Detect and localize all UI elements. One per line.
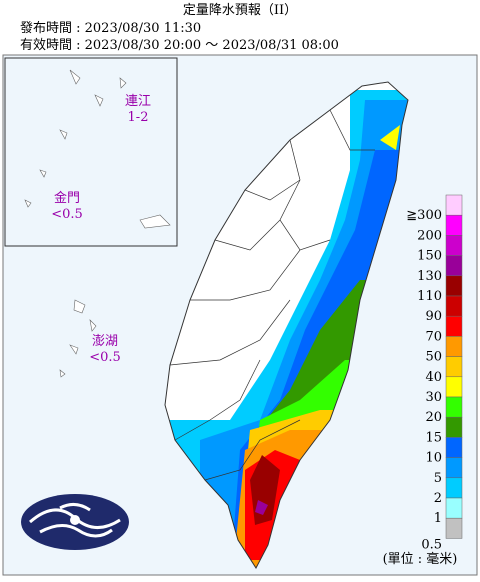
- legend-swatch: [445, 214, 463, 236]
- legend-label: 110: [417, 289, 442, 304]
- legend-label: ≧300: [406, 208, 442, 223]
- legend-label: 50: [425, 350, 442, 365]
- legend-label: 2: [434, 491, 442, 506]
- island-value: <0.5: [51, 207, 83, 222]
- legend-label: 20: [425, 410, 442, 425]
- legend-swatch: [445, 477, 463, 499]
- legend-label: 0.5: [421, 537, 442, 552]
- legend-swatch: [445, 194, 463, 216]
- legend-label: 1: [434, 511, 442, 526]
- island-value: <0.5: [89, 350, 121, 365]
- legend-label: 90: [425, 309, 442, 324]
- legend-swatch: [445, 235, 463, 256]
- unit-label: (單位 : 毫米): [383, 551, 458, 567]
- legend-swatch: [445, 295, 463, 317]
- legend-swatch: [445, 416, 463, 438]
- legend-swatch: [445, 457, 463, 479]
- legend-swatch: [445, 356, 463, 378]
- valid-time: 有效時間 : 2023/08/30 20:00 ～ 2023/08/31 08:…: [20, 38, 339, 53]
- legend-label: 130: [417, 269, 442, 284]
- legend-swatch: [445, 376, 463, 398]
- legend-label: 150: [417, 249, 442, 264]
- legend-swatch: [445, 396, 463, 418]
- inset-box: [4, 57, 178, 247]
- legend-label: 40: [425, 370, 442, 385]
- legend-swatch: [445, 437, 463, 458]
- coastline-dots: [24, 69, 171, 378]
- legend-label: 15: [425, 430, 442, 445]
- logo: [21, 494, 129, 550]
- issue-time: 發布時間 : 2023/08/30 11:30: [20, 21, 201, 36]
- legend: ≧300 200 150 130 110 90 70 50 40 30 20 15 10 5 2 1 0.5: [406, 194, 463, 552]
- legend-label: 10: [425, 451, 442, 466]
- island-value: 1-2: [128, 110, 149, 125]
- island-name: 澎湖: [92, 334, 118, 349]
- legend-swatch: [445, 336, 463, 357]
- island-name: 連江: [125, 94, 151, 109]
- legend-label: 200: [417, 228, 442, 243]
- legend-swatch: [445, 255, 463, 277]
- legend-swatch: [445, 275, 463, 297]
- legend-label: 5: [434, 471, 442, 486]
- legend-swatch: [445, 497, 463, 519]
- county-borders: [169, 109, 375, 481]
- legend-label: 70: [425, 329, 442, 344]
- title: 定量降水預報（II）: [183, 3, 297, 18]
- legend-swatch: [445, 315, 463, 337]
- legend-swatch: [445, 517, 463, 539]
- legend-label: 30: [425, 390, 442, 405]
- island-name: 金門: [54, 190, 80, 206]
